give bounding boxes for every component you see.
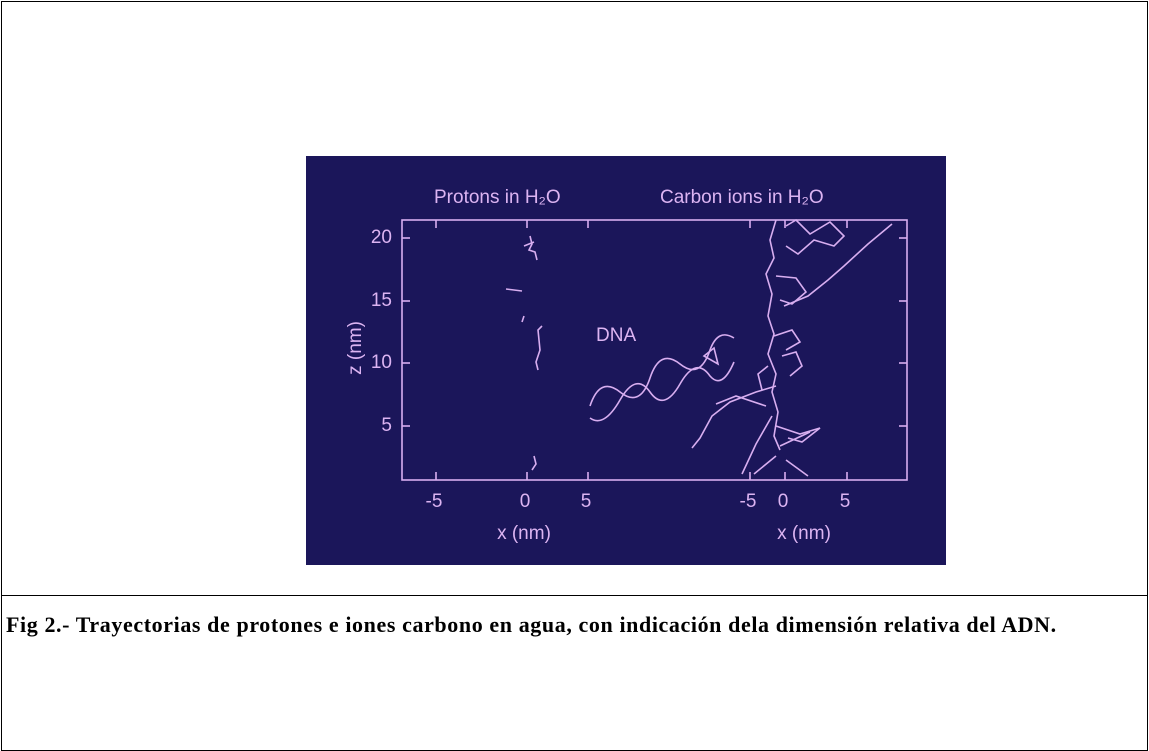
y-tick-label: 15 [371, 290, 392, 311]
x-tick-label: 5 [581, 491, 592, 512]
x-tick-label: 5 [840, 491, 851, 512]
x-axis-label: x (nm) [497, 523, 551, 544]
ticks: 20 15 10 5 -5 0 5 -5 0 5 [371, 220, 907, 512]
y-axis-label: z (nm) [345, 321, 366, 375]
left-title: Protons in H₂O [434, 187, 561, 208]
dna-label: DNA [596, 325, 636, 346]
carbon-tracks [691, 218, 893, 477]
x-tick-label: 0 [778, 491, 789, 512]
plot-frame [401, 219, 908, 481]
proton-tracks [505, 235, 543, 471]
figure-background [306, 156, 946, 565]
x-tick-label: -5 [426, 491, 443, 512]
x-axis-label: x (nm) [777, 523, 831, 544]
x-tick-label: 0 [520, 491, 531, 512]
right-title: Carbon ions in H₂O [660, 187, 824, 208]
y-tick-label: 5 [381, 415, 392, 436]
y-tick-label: 20 [371, 227, 392, 248]
y-tick-label: 10 [371, 352, 392, 373]
figure: Protons in H₂O Carbon ions in H₂O z (nm)… [306, 156, 946, 565]
dna-helix [589, 334, 735, 422]
caption: Fig 2.- Trayectorias de protones e iones… [6, 612, 1057, 637]
divider [2, 595, 1147, 596]
x-tick-label: -5 [740, 491, 757, 512]
